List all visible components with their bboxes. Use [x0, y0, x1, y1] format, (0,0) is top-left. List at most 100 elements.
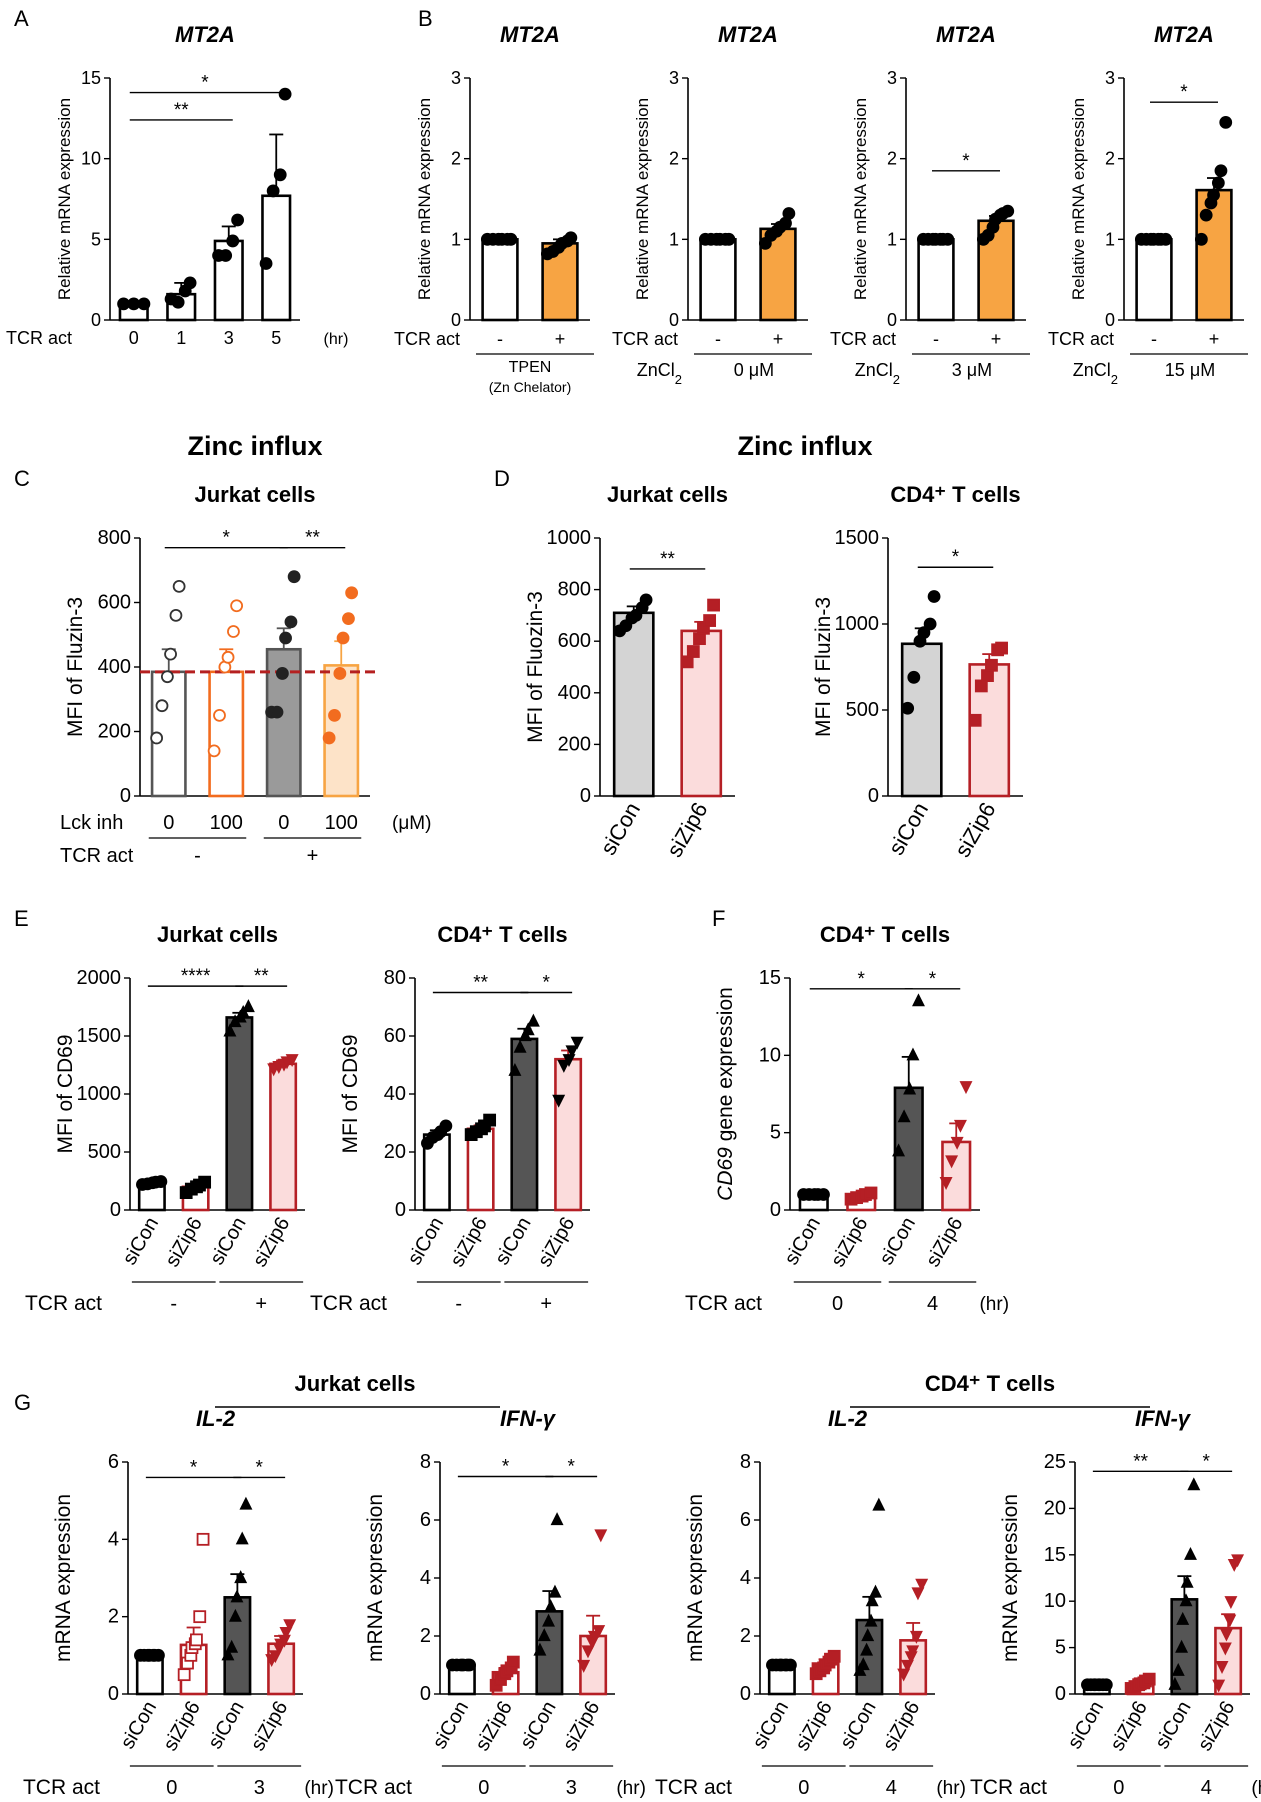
data-point	[219, 249, 233, 262]
bar	[917, 238, 955, 322]
x-tick-label: siCon	[516, 1698, 561, 1753]
y-tick-label: 1500	[77, 1025, 122, 1047]
data-point	[570, 1036, 584, 1050]
data-point	[231, 213, 245, 227]
x-tick-label: siCon	[206, 1214, 251, 1269]
sig-label: *	[929, 969, 937, 990]
data-point	[198, 1175, 212, 1189]
data-point	[1180, 1574, 1194, 1588]
y-tick-label: 3	[669, 68, 679, 88]
group-title-cd4: CD4⁺ T cells	[925, 1371, 1055, 1396]
data-point	[506, 1655, 520, 1669]
y-tick-label: 2	[887, 149, 897, 169]
y-tick-label: 1000	[835, 613, 880, 635]
data-point	[275, 667, 289, 680]
x-tick-label: siCon	[1151, 1698, 1196, 1753]
data-point	[703, 614, 717, 627]
x-tick-label: 3	[224, 328, 234, 348]
data-point	[283, 1619, 297, 1633]
y-tick-label: 0	[770, 1199, 781, 1221]
data-point	[508, 1062, 522, 1076]
data-point	[1179, 1593, 1193, 1607]
x-tick-label: siCon	[491, 1214, 536, 1269]
condition-value: 3 μM	[952, 360, 992, 380]
tcr-group-label: +	[540, 1293, 552, 1315]
y-tick-label: 2	[669, 149, 679, 169]
panel-letter-d: D	[494, 466, 510, 491]
data-point	[974, 679, 988, 693]
data-point	[226, 234, 240, 248]
data-point	[901, 701, 915, 715]
tcr-group-label: 0	[832, 1293, 843, 1315]
data-point	[985, 658, 998, 672]
sig-label: *	[1203, 1451, 1211, 1472]
data-point	[953, 1119, 967, 1133]
x-tick-label: 0	[278, 812, 289, 834]
tcr-group-label: 0	[478, 1777, 489, 1799]
zinc-influx-title-d: Zinc influx	[738, 431, 873, 461]
x-tick-label: 0	[163, 812, 174, 834]
data-point	[279, 1627, 293, 1640]
y-tick-label: 800	[558, 579, 591, 601]
x-tick-label: siZip6	[662, 798, 713, 861]
x-tick-label: siZip6	[950, 798, 1001, 861]
sig-label: *	[962, 151, 970, 172]
data-point	[968, 713, 982, 727]
x-tick-label: siZip6	[791, 1698, 837, 1755]
bar	[855, 1618, 884, 1696]
x-tick-label: -	[1151, 329, 1157, 349]
panel-letter-f: F	[712, 906, 725, 931]
y-tick-label: 2	[451, 149, 461, 169]
data-point	[860, 1642, 874, 1656]
data-point	[906, 1047, 920, 1061]
data-point	[333, 667, 347, 680]
y-tick-label: 600	[98, 592, 131, 614]
data-point	[900, 1659, 914, 1673]
y-axis-label: Relative mRNA expression	[55, 98, 74, 300]
data-point	[892, 1143, 906, 1157]
tcr-group-label: 0	[798, 1777, 809, 1799]
data-point	[1176, 1611, 1190, 1625]
panel-letter-a: A	[14, 6, 29, 31]
sig-label: **	[174, 100, 189, 121]
tcr-group-label: -	[170, 1293, 177, 1315]
tcr-act-label: TCR act	[655, 1776, 732, 1799]
data-point	[693, 632, 706, 646]
tcr-group-label: 4	[927, 1293, 938, 1315]
y-tick-label: 40	[384, 1083, 406, 1105]
data-point	[909, 1630, 923, 1644]
y-tick-label: 2	[108, 1606, 119, 1628]
y-tick-label: 0	[120, 785, 131, 807]
x-tick-label: siCon	[875, 1214, 920, 1269]
tcr-group-label: -	[194, 845, 201, 867]
x-tick-label: 5	[271, 328, 281, 348]
x-tick-label: siCon	[749, 1698, 794, 1753]
data-point	[923, 617, 937, 631]
y-axis-label: Relative mRNA expression	[851, 98, 870, 300]
x-tick-label: siCon	[883, 798, 933, 859]
data-point	[322, 731, 336, 745]
data-point	[160, 670, 174, 684]
y-axis-label: MFI of Fluzin-3	[812, 597, 835, 737]
x-tick-label: siCon	[117, 1698, 162, 1753]
data-point	[941, 232, 955, 246]
tcr-group-label: 0	[166, 1777, 177, 1799]
data-point	[537, 1628, 551, 1642]
condition-label: ZnCl2	[1073, 360, 1118, 387]
data-point	[939, 1177, 953, 1191]
x-tick-label: siZip6	[1194, 1698, 1240, 1755]
y-tick-label: 600	[558, 630, 591, 652]
sig-label: **	[1133, 1451, 1148, 1472]
y-tick-label: 1	[1105, 229, 1115, 249]
unit-label: (μM)	[392, 813, 431, 834]
y-tick-label: 0	[395, 1199, 406, 1221]
data-point	[784, 1658, 797, 1672]
y-tick-label: 2	[420, 1625, 431, 1647]
chart-e-jurkat-cd69: Jurkat cells E 0 500 1000 1500 2000 MFI of CD69…	[14, 906, 305, 1315]
data-point	[287, 570, 301, 584]
y-tick-label: 200	[558, 733, 591, 755]
data-point	[1099, 1678, 1113, 1692]
y-axis-label: Relative mRNA expression	[1069, 98, 1088, 300]
x-tick-label: +	[1209, 329, 1220, 349]
